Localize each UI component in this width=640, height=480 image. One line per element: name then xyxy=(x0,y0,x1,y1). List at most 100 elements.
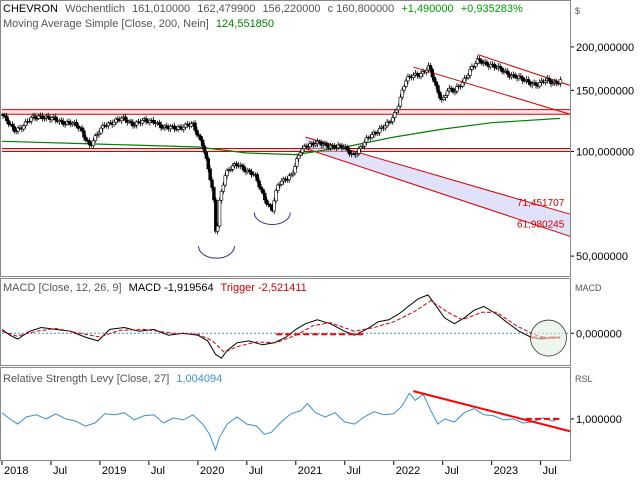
header-symbol: CHEVRON xyxy=(3,3,58,15)
candle-body xyxy=(492,63,497,68)
candle-body xyxy=(261,188,265,194)
candle-body xyxy=(332,145,337,149)
candle-body xyxy=(272,200,276,212)
candle-body xyxy=(42,117,47,120)
candle-body xyxy=(144,118,148,122)
candle-body xyxy=(40,115,45,120)
candle-body xyxy=(278,184,282,186)
candle-body xyxy=(300,148,305,153)
candle-body xyxy=(477,58,482,61)
candle-body xyxy=(168,126,173,130)
xtick-label: Jul xyxy=(543,465,557,477)
candle-body xyxy=(338,144,342,147)
candle-body xyxy=(376,132,380,134)
candle-body xyxy=(159,124,163,129)
rsl-line xyxy=(1,392,561,452)
candle-body xyxy=(530,83,534,86)
xtick-label: Jul xyxy=(249,465,263,477)
xtick-label: 2019 xyxy=(102,465,126,477)
candle-body xyxy=(274,190,278,202)
header-low: 156,220000 xyxy=(262,3,320,15)
support-band-fill xyxy=(2,148,570,152)
candle-body xyxy=(498,65,502,69)
candle-body xyxy=(472,66,476,68)
header-change-pct: +0,935283% xyxy=(461,3,523,15)
header-interval: Wöchentlich xyxy=(65,3,125,15)
candle-body xyxy=(204,152,209,159)
candle-body xyxy=(123,116,128,121)
candle-body xyxy=(129,120,133,123)
candle-body xyxy=(289,173,293,176)
candle-body xyxy=(6,120,11,125)
candle-body xyxy=(479,59,484,64)
header-open: 161,010000 xyxy=(132,3,190,15)
candle-body xyxy=(10,123,15,127)
candle-body xyxy=(87,140,92,146)
candle-body xyxy=(46,115,50,119)
candle-body xyxy=(455,86,459,92)
candle-body xyxy=(112,121,116,125)
support-band-fill xyxy=(2,109,570,115)
axes: 200,000000 150,000000 100,000000 50,000000 $… xyxy=(1,6,634,477)
candle-body xyxy=(82,130,86,138)
candle-body xyxy=(193,122,197,131)
candle-body xyxy=(398,96,403,107)
rsl-legend: Relative Strength Levy [Close, 27] 1,004… xyxy=(3,373,222,385)
candle-body xyxy=(400,89,404,98)
candle-body xyxy=(210,179,214,188)
candle-body xyxy=(434,81,438,86)
macd-ytick-label: 0,000000 xyxy=(576,328,622,340)
candle-body xyxy=(419,73,423,77)
candle-body xyxy=(59,119,64,122)
candle-body xyxy=(500,67,504,72)
candle-body xyxy=(229,169,233,171)
candle-body xyxy=(176,126,180,130)
candle-body xyxy=(519,75,523,78)
macd-line xyxy=(1,294,561,359)
candle-body xyxy=(217,199,222,227)
candle-body xyxy=(362,142,367,147)
candle-body xyxy=(370,134,374,139)
candle-body xyxy=(21,125,26,130)
candle-body xyxy=(447,87,452,92)
candle-body xyxy=(183,123,188,128)
candle-body xyxy=(460,82,465,87)
candle-body xyxy=(200,139,205,147)
xtick-label: Jul xyxy=(347,465,361,477)
rsl-axis-unit: RSL xyxy=(575,374,593,384)
candle-body xyxy=(80,127,84,132)
header-line: CHEVRON Wöchentlich 161,010000 162,47990… xyxy=(3,3,523,15)
candle-body xyxy=(394,109,399,113)
candle-body xyxy=(509,74,514,78)
candle-body xyxy=(357,148,361,154)
candle-body xyxy=(29,117,33,122)
candle-body xyxy=(304,145,308,148)
candle-body xyxy=(506,70,510,75)
candle-body xyxy=(268,204,273,208)
candle-body xyxy=(451,88,455,93)
trigger-legend: Trigger -2,521411 xyxy=(221,282,307,294)
candle-body xyxy=(464,77,468,79)
candle-body xyxy=(393,112,397,118)
xtick-label: Jul xyxy=(151,465,165,477)
xtick-label: 2021 xyxy=(298,465,322,477)
candle-body xyxy=(538,82,542,87)
candle-body xyxy=(219,190,224,201)
candle-body xyxy=(225,170,229,177)
candle-body xyxy=(116,118,120,121)
price-axis-unit: $ xyxy=(575,6,580,16)
candle-body xyxy=(342,147,346,149)
candle-body xyxy=(172,125,177,130)
candle-body xyxy=(215,225,220,232)
candle-body xyxy=(355,153,359,156)
candle-body xyxy=(208,168,212,181)
candle-body xyxy=(5,115,9,121)
candle-body xyxy=(293,166,297,174)
rsl-panel xyxy=(1,390,571,452)
macd-panel-frame xyxy=(0,278,571,366)
candle-body xyxy=(23,121,28,126)
candle-body xyxy=(415,72,420,76)
candle-body xyxy=(202,145,207,153)
